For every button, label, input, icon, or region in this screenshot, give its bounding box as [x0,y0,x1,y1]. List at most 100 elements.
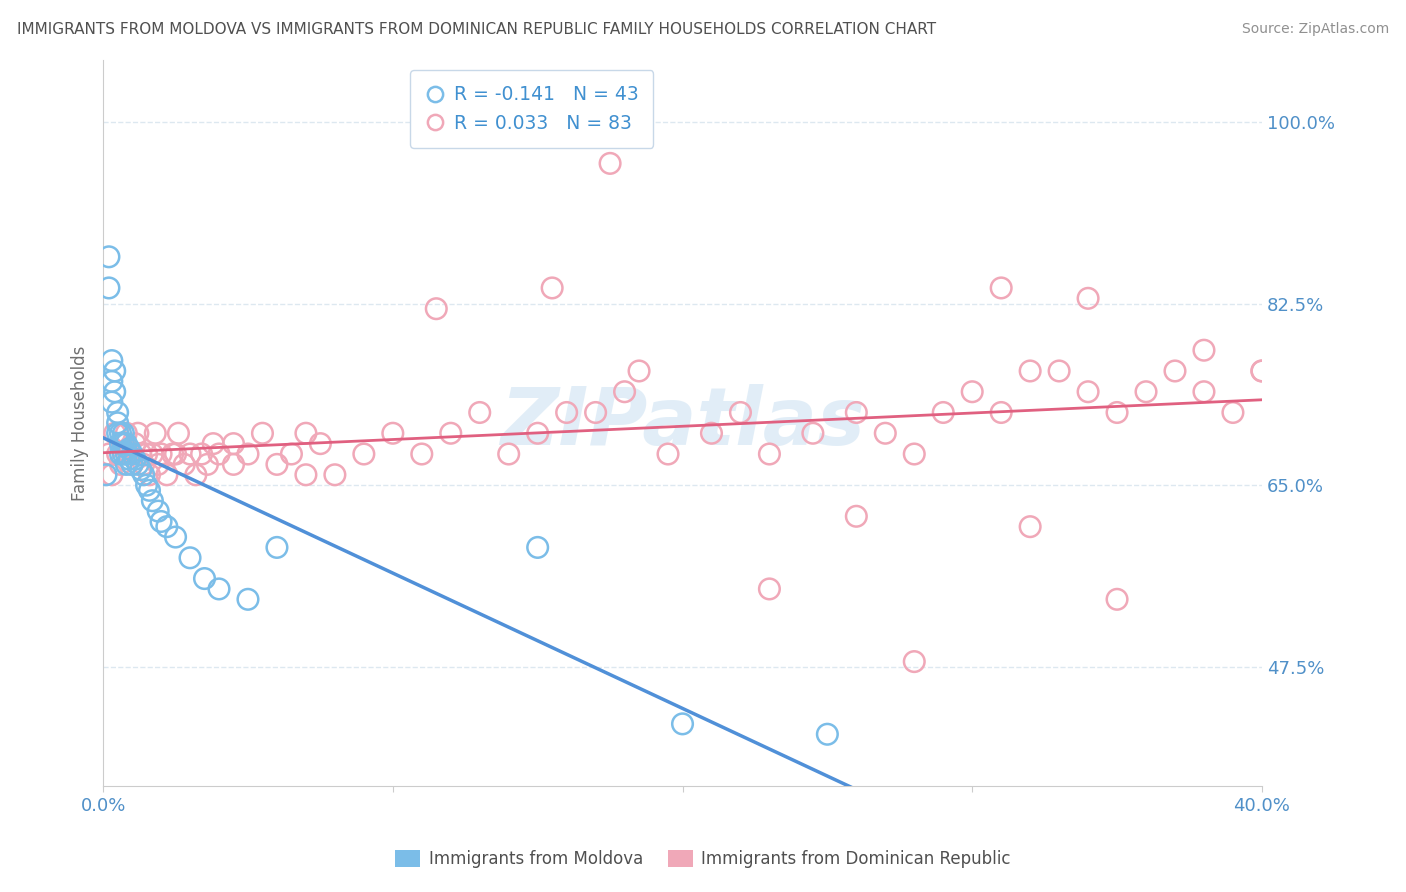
Point [208,447,231,461]
Point [1105,592,1128,607]
Point [132,458,155,472]
Point [110,447,132,461]
Point [1077,384,1099,399]
Point [165,530,187,544]
Point [156,519,179,533]
Point [1192,384,1215,399]
Point [101,353,124,368]
Point [146,504,169,518]
Point [932,405,955,419]
Point [150,447,173,461]
Point [197,458,219,472]
Point [758,582,780,596]
Point [1164,364,1187,378]
Point [280,447,302,461]
Point [222,436,245,450]
Point [190,447,212,461]
Point [758,447,780,461]
Point [1251,364,1274,378]
Point [146,458,169,472]
Text: IMMIGRANTS FROM MOLDOVA VS IMMIGRANTS FROM DOMINICAN REPUBLIC FAMILY HOUSEHOLDS : IMMIGRANTS FROM MOLDOVA VS IMMIGRANTS FR… [17,22,936,37]
Point [101,395,124,409]
Text: ZIPatlas: ZIPatlas [501,384,865,462]
Point [129,462,152,476]
Point [104,364,127,378]
Point [115,458,138,472]
Point [156,467,179,482]
Point [1047,364,1070,378]
Point [135,447,157,461]
Point [167,426,190,441]
Point [960,384,983,399]
Point [309,436,332,450]
Point [107,447,129,461]
Point [184,467,207,482]
Point [118,447,141,461]
Point [875,426,897,441]
Point [801,426,824,441]
Point [107,416,129,430]
Point [903,447,925,461]
Point [112,436,135,450]
Point [468,405,491,419]
Point [150,515,173,529]
Point [173,458,195,472]
Point [107,426,129,441]
Point [193,572,215,586]
Point [845,509,868,524]
Point [104,426,127,441]
Point [1135,384,1157,399]
Point [124,436,146,450]
Point [1105,405,1128,419]
Point [1019,364,1042,378]
Point [381,426,404,441]
Point [252,426,274,441]
Point [118,452,141,467]
Point [903,655,925,669]
Point [440,426,463,441]
Point [202,436,225,450]
Point [657,447,679,461]
Point [112,436,135,450]
Point [585,405,607,419]
Point [628,364,651,378]
Point [112,426,135,441]
Point [110,458,132,472]
Point [101,375,124,389]
Point [599,156,621,170]
Point [411,447,433,461]
Point [613,384,636,399]
Point [107,405,129,419]
Point [1251,364,1274,378]
Point [97,250,120,264]
Point [132,467,155,482]
Point [526,541,548,555]
Point [127,426,149,441]
Point [845,405,868,419]
Point [990,405,1012,419]
Point [990,281,1012,295]
Point [118,442,141,456]
Point [101,467,124,482]
Point [1019,519,1042,533]
Point [222,458,245,472]
Legend: Immigrants from Moldova, Immigrants from Dominican Republic: Immigrants from Moldova, Immigrants from… [388,843,1018,875]
Point [127,458,149,472]
Point [1222,405,1244,419]
Point [162,447,184,461]
Point [121,458,143,472]
Point [115,436,138,450]
Point [97,281,120,295]
Point [110,436,132,450]
Point [112,447,135,461]
Point [179,447,201,461]
Point [236,592,259,607]
Point [671,717,693,731]
Point [555,405,578,419]
Point [138,483,160,498]
Text: Source: ZipAtlas.com: Source: ZipAtlas.com [1241,22,1389,37]
Point [1077,291,1099,305]
Point [266,541,288,555]
Point [110,426,132,441]
Point [295,467,318,482]
